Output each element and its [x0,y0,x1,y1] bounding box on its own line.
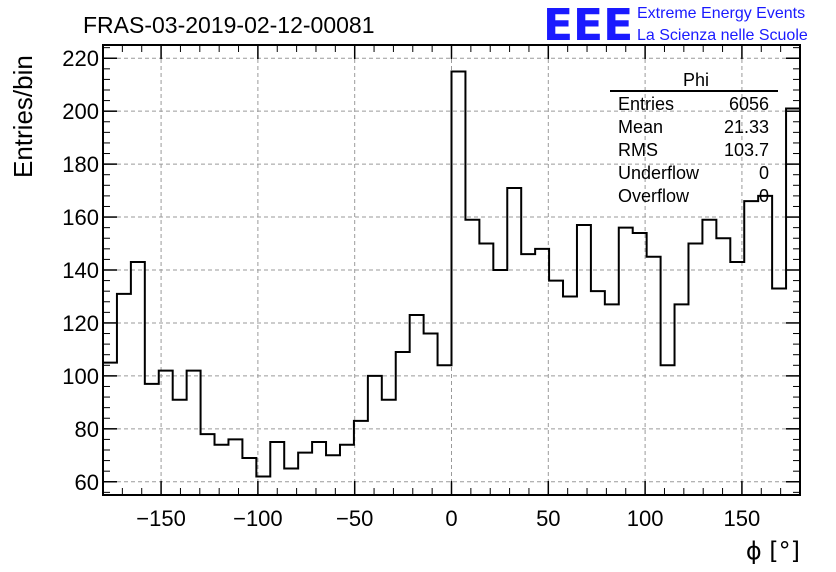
chart-title: FRAS-03-2019-02-12-00081 [83,12,375,38]
stats-row-label: RMS [618,140,658,160]
x-tick-label: −50 [336,506,373,531]
x-axis-label: ϕ [°] [746,537,800,565]
x-tick-label: 0 [445,506,457,531]
logo-line-1: Extreme Energy Events [637,5,805,22]
y-axis-label: Entries/bin [8,55,38,178]
stats-row-value: 103.7 [724,140,769,160]
stats-row-label: Underflow [618,163,700,183]
y-tick-label: 120 [62,311,99,336]
y-tick-label: 160 [62,205,99,230]
y-tick-label: 220 [62,46,99,71]
stats-box-title: Phi [683,70,709,90]
plot-frame [102,44,801,496]
y-tick-label: 200 [62,99,99,124]
stats-row-label: Mean [618,117,663,137]
axis-ticks [102,45,801,495]
logo-line-2: La Scienza nelle Scuole [637,27,808,44]
x-tick-label: −150 [136,506,186,531]
x-tick-label: −100 [233,506,283,531]
stats-row-label: Entries [618,94,674,114]
stats-box: Phi Entries 6056 Mean 21.33 RMS 103.7 Underflo… [610,70,778,206]
stats-row-label: Overflow [618,186,690,206]
x-tick-label: 100 [627,506,664,531]
eee-logo: EEE Extreme Energy Events La Scienza nel… [543,0,808,51]
histogram-line [103,70,800,478]
y-tick-label: 140 [62,258,99,283]
logo-mark: EEE [543,0,633,51]
stats-row-value: 21.33 [724,117,769,137]
stats-row-value: 0 [759,186,769,206]
y-tick-label: 80 [75,417,99,442]
x-tick-label: 50 [536,506,560,531]
y-tick-label: 60 [75,470,99,495]
y-tick-label: 100 [62,364,99,389]
tick-labels: −150 −100 −50 0 50 100 150 60 80 100 120 140 160 180 2… [62,46,760,531]
x-tick-label: 150 [724,506,761,531]
stats-row-value: 0 [759,163,769,183]
stats-row-value: 6056 [729,94,769,114]
y-tick-label: 180 [62,152,99,177]
